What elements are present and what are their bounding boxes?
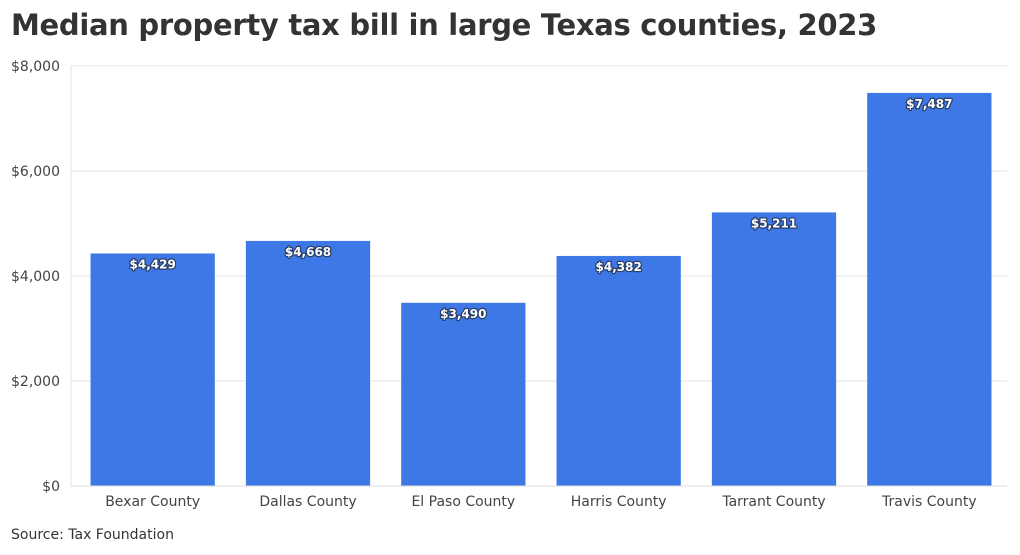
bar: [556, 255, 681, 486]
x-tick-label: Travis County: [881, 494, 977, 510]
x-tick-label: Harris County: [571, 494, 667, 510]
data-label: $4,429: [130, 257, 176, 271]
data-label: $3,490: [440, 307, 486, 321]
bar: [401, 302, 526, 486]
y-tick-label: $4,000: [11, 269, 60, 285]
bar: [711, 212, 837, 487]
data-label: $4,668: [285, 245, 331, 259]
x-tick-label: Bexar County: [105, 494, 200, 510]
data-label: $4,382: [596, 260, 642, 274]
bars: $4,429 $4,668 $3,490 $4,382 $5,211 $7,487: [90, 92, 992, 487]
x-tick-label: Tarrant County: [721, 494, 825, 510]
y-tick-label: $0: [42, 479, 60, 495]
x-tick-label: El Paso County: [411, 494, 515, 510]
source-note: Source: Tax Foundation: [11, 527, 174, 543]
x-tick-label: Dallas County: [259, 494, 356, 510]
chart-title: Median property tax bill in large Texas …: [11, 8, 878, 42]
y-tick-label: $6,000: [11, 164, 60, 180]
data-label: $7,487: [906, 97, 952, 111]
y-axis: $0 $2,000 $4,000 $6,000 $8,000: [11, 59, 72, 495]
bar: [867, 92, 992, 487]
y-tick-label: $8,000: [11, 59, 60, 75]
y-tick-label: $2,000: [11, 374, 60, 390]
x-axis: Bexar County Dallas County El Paso County H…: [71, 485, 1007, 510]
bar: [90, 253, 215, 486]
data-label: $5,211: [751, 216, 797, 230]
bar: [245, 240, 371, 486]
